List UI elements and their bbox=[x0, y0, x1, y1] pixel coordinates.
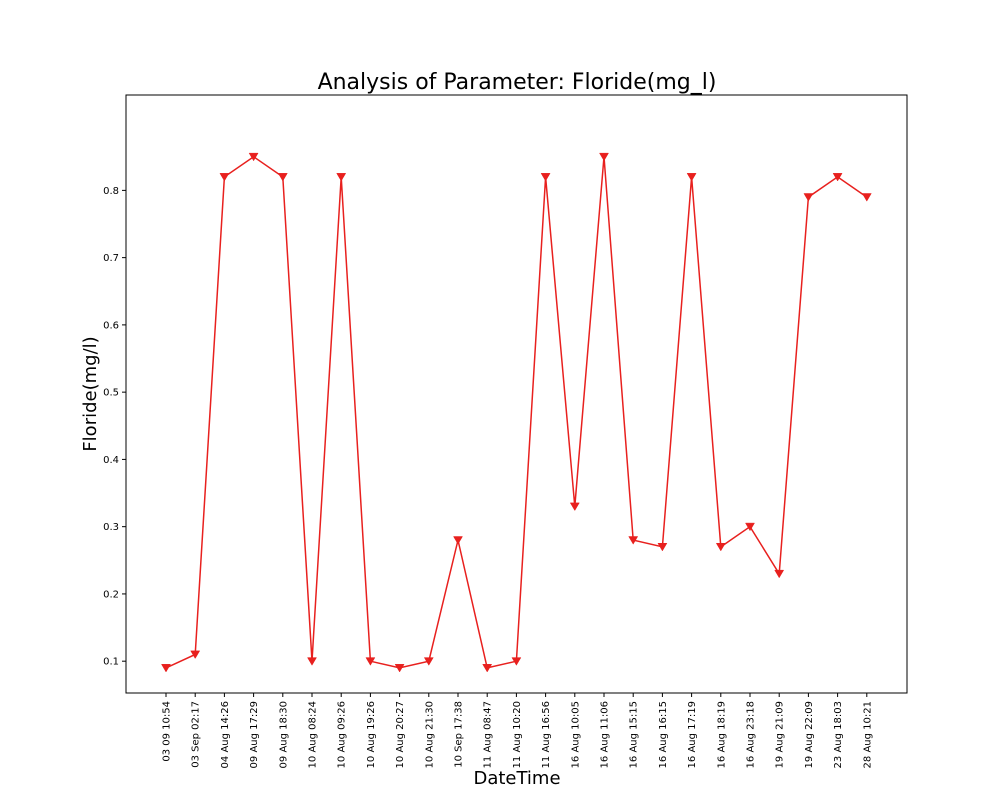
series-line bbox=[165, 155, 868, 669]
x-tick-label: 10 Aug 20:27 bbox=[395, 701, 406, 768]
data-point-marker bbox=[657, 542, 668, 552]
data-point-marker bbox=[511, 657, 522, 666]
x-tick-label: 10 Aug 08:24 bbox=[308, 701, 319, 768]
x-tick-label: 19 Aug 22:09 bbox=[804, 701, 815, 768]
data-point-marker bbox=[745, 522, 755, 532]
x-tick-label: 04 Aug 14:26 bbox=[220, 701, 231, 768]
data-point-marker bbox=[423, 657, 434, 666]
data-point-marker bbox=[569, 502, 580, 512]
data-point-marker bbox=[803, 193, 814, 202]
data-point-marker bbox=[365, 657, 376, 666]
data-point-marker bbox=[715, 542, 726, 552]
x-tick-label: 10 Aug 19:26 bbox=[366, 701, 377, 768]
x-tick-label: 16 Aug 16:15 bbox=[658, 701, 669, 768]
y-tick-label: 0.6 bbox=[103, 320, 119, 331]
y-tick-label: 0.2 bbox=[103, 589, 119, 600]
data-point-marker bbox=[774, 569, 785, 579]
data-point-marker bbox=[248, 152, 259, 162]
x-tick-label: 28 Aug 10:21 bbox=[862, 701, 873, 768]
x-tick-label: 10 Aug 09:26 bbox=[337, 701, 348, 768]
x-axis-label: DateTime bbox=[473, 768, 560, 789]
data-series bbox=[161, 152, 872, 673]
data-point-marker bbox=[190, 650, 201, 660]
x-tick-label: 09 Aug 17:29 bbox=[249, 701, 260, 768]
data-point-marker bbox=[628, 536, 639, 545]
plot-area bbox=[125, 94, 908, 694]
x-tick-label: 10 Aug 21:30 bbox=[424, 701, 435, 768]
y-tick-label: 0.8 bbox=[103, 186, 119, 197]
x-tick-label: 11 Aug 08:47 bbox=[483, 701, 494, 768]
data-point-marker bbox=[307, 657, 317, 666]
x-tick-label: 16 Aug 18:19 bbox=[716, 701, 727, 768]
x-tick-label: 09 Aug 18:30 bbox=[278, 701, 289, 768]
x-tick-label: 23 Aug 18:03 bbox=[833, 701, 844, 768]
y-tick-label: 0.4 bbox=[103, 455, 119, 466]
data-point-marker bbox=[686, 173, 697, 182]
y-tick-label: 0.3 bbox=[103, 522, 119, 533]
y-axis-label: Floride(mg/l) bbox=[80, 336, 101, 451]
data-point-marker bbox=[861, 193, 872, 202]
x-tick-label: 11 Aug 10:20 bbox=[512, 701, 523, 768]
x-tick-label: 16 Aug 11:06 bbox=[600, 701, 611, 768]
x-tick-label: 03 Sep 02:17 bbox=[191, 701, 202, 768]
x-tick-label: 16 Aug 15:15 bbox=[629, 701, 640, 768]
x-tick-label: 19 Aug 21:09 bbox=[775, 701, 786, 768]
x-tick-label: 03 09 10:54 bbox=[162, 701, 173, 762]
data-point-marker bbox=[540, 173, 551, 182]
data-point-marker bbox=[161, 664, 171, 673]
data-point-marker bbox=[482, 664, 493, 673]
chart-title: Analysis of Parameter: Floride(mg_l) bbox=[318, 70, 717, 95]
x-axis: 03 09 10:54 03 Sep 02:17 04 Aug 14:26 09 Au… bbox=[162, 693, 873, 768]
x-tick-label: 10 Sep 17:38 bbox=[454, 701, 465, 768]
y-tick-label: 0.7 bbox=[103, 253, 119, 264]
data-point-marker bbox=[394, 664, 405, 673]
data-point-marker bbox=[336, 173, 347, 182]
data-point-marker bbox=[832, 173, 843, 182]
x-tick-label: 11 Aug 16:56 bbox=[541, 701, 552, 768]
y-tick-label: 0.5 bbox=[103, 388, 119, 399]
data-point-marker bbox=[453, 536, 463, 545]
data-point-marker bbox=[599, 152, 609, 162]
y-axis: 0.1 0.2 0.3 0.4 0.5 0.6 0.7 0.8 bbox=[103, 186, 126, 668]
x-tick-label: 16 Aug 10:05 bbox=[570, 701, 581, 768]
data-point-marker bbox=[277, 173, 288, 182]
x-tick-label: 16 Aug 23:18 bbox=[746, 701, 757, 768]
y-tick-label: 0.1 bbox=[103, 657, 119, 668]
x-tick-label: 16 Aug 17:19 bbox=[687, 701, 698, 768]
data-point-marker bbox=[219, 173, 230, 182]
